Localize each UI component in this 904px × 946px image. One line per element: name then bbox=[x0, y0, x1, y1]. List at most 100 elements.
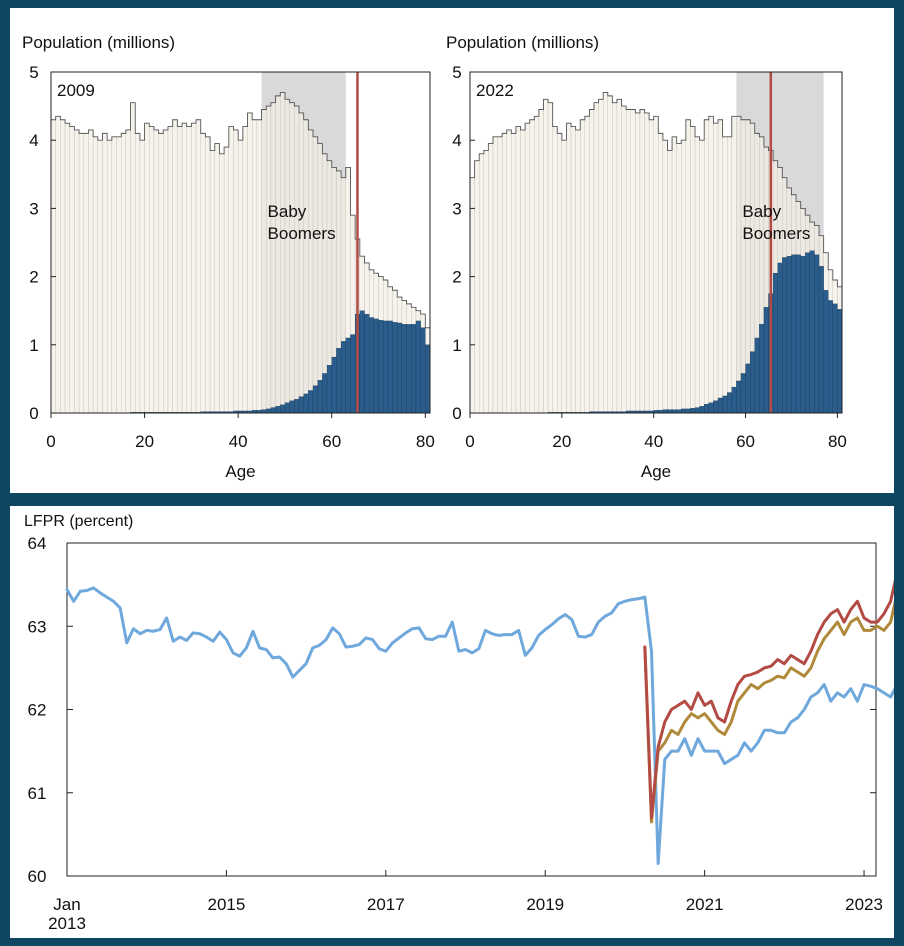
population-bar bbox=[55, 116, 61, 414]
population-bar bbox=[69, 126, 75, 414]
population-bar bbox=[694, 136, 700, 414]
retired-bar bbox=[411, 324, 417, 414]
lfpr-panel: 60 61 62 63 64 Jan 2013 2015 2017 2019 2021 2023 LFP… bbox=[10, 506, 894, 938]
retired-bar bbox=[345, 337, 351, 414]
population-bar bbox=[172, 119, 178, 414]
population-bar bbox=[616, 99, 622, 414]
retired-bar bbox=[280, 404, 286, 414]
x-tick-label: 60 bbox=[736, 432, 755, 451]
population-bar bbox=[524, 122, 530, 414]
x-tick-label: 80 bbox=[828, 432, 847, 451]
population-bar bbox=[648, 119, 654, 414]
retired-bar bbox=[736, 380, 742, 414]
population-bar bbox=[106, 139, 113, 414]
population-bar bbox=[205, 136, 211, 414]
y-tick-label: 3 bbox=[452, 199, 461, 218]
retired-bar bbox=[823, 290, 829, 414]
retired-bar bbox=[359, 310, 365, 414]
y-axis-title: Population (millions) bbox=[22, 33, 175, 52]
retired-bar bbox=[303, 393, 309, 414]
retired-bar bbox=[704, 403, 709, 414]
population-bar bbox=[97, 139, 103, 414]
population-bar bbox=[580, 119, 586, 414]
population-bar bbox=[602, 92, 608, 414]
population-bar bbox=[740, 119, 746, 414]
retired-bar bbox=[795, 254, 801, 414]
population-bar bbox=[233, 129, 239, 414]
histogram-2009: 0 1 2 3 4 5 0 20 40 60 80 Population (millions) Age 2… bbox=[22, 33, 435, 481]
retired-bar bbox=[749, 351, 755, 414]
population-bar bbox=[676, 143, 682, 414]
retired-bar bbox=[312, 385, 318, 414]
population-bar bbox=[515, 126, 521, 414]
retired-bar bbox=[731, 386, 737, 414]
population-bar bbox=[158, 133, 164, 414]
population-bar bbox=[635, 112, 641, 414]
x-tick-label: 20 bbox=[135, 432, 154, 451]
x-tick-label: 80 bbox=[416, 432, 435, 451]
population-bar bbox=[699, 139, 705, 414]
population-bar bbox=[520, 129, 526, 414]
y-tick-label: 3 bbox=[29, 199, 38, 218]
y-tick-label: 0 bbox=[452, 404, 461, 423]
population-bar bbox=[501, 133, 507, 414]
population-bar bbox=[200, 133, 206, 414]
retired-bar bbox=[667, 409, 673, 414]
x-tick-label: 60 bbox=[322, 432, 341, 451]
retired-bar bbox=[786, 255, 792, 414]
y-tick-label: 2 bbox=[29, 268, 38, 287]
population-bar bbox=[139, 139, 145, 414]
population-bar bbox=[483, 150, 489, 414]
population-bar bbox=[167, 126, 173, 414]
population-bar bbox=[191, 122, 197, 414]
population-bar bbox=[671, 136, 677, 414]
retired-bar bbox=[772, 273, 778, 414]
retired-bar bbox=[284, 402, 290, 414]
population-bar bbox=[713, 122, 719, 414]
population-bar bbox=[92, 136, 98, 414]
y-tick-label: 4 bbox=[29, 131, 38, 150]
x-tick-label: 40 bbox=[229, 432, 248, 451]
population-bar bbox=[135, 133, 141, 414]
y-tick-label: 63 bbox=[28, 617, 47, 636]
population-bar bbox=[625, 109, 631, 414]
population-bar bbox=[529, 119, 535, 414]
retired-bar bbox=[791, 254, 797, 414]
x-axis-title: Age bbox=[641, 462, 671, 481]
age-distribution-panel: 0 1 2 3 4 5 0 20 40 60 80 Population (millions) Age 2… bbox=[10, 8, 894, 493]
population-bar bbox=[630, 109, 636, 414]
retired-bar bbox=[800, 255, 806, 414]
population-bar bbox=[667, 150, 673, 414]
population-bar bbox=[557, 133, 563, 414]
population-bar bbox=[294, 105, 300, 414]
population-bar bbox=[731, 116, 737, 414]
series-line-red bbox=[643, 579, 894, 820]
retired-bar bbox=[420, 327, 426, 414]
retired-bar bbox=[699, 406, 705, 414]
retired-bar bbox=[782, 257, 788, 414]
retired-bar bbox=[415, 320, 421, 414]
retired-bar bbox=[294, 399, 300, 414]
population-bar bbox=[242, 126, 248, 414]
population-bar bbox=[662, 139, 668, 414]
population-bar bbox=[125, 129, 131, 414]
population-bar bbox=[552, 126, 558, 414]
x-tick-label-year: 2013 bbox=[48, 914, 86, 933]
y-tick-label: 62 bbox=[28, 701, 47, 720]
retired-bar bbox=[406, 324, 412, 414]
x-tick-label: 2015 bbox=[207, 895, 245, 914]
population-bar bbox=[644, 112, 650, 414]
population-bar bbox=[50, 119, 56, 414]
population-bar bbox=[74, 129, 80, 414]
population-bar bbox=[247, 112, 253, 414]
retired-bar bbox=[322, 373, 328, 414]
population-bar bbox=[589, 109, 595, 414]
population-bar bbox=[256, 119, 262, 414]
retired-bar bbox=[805, 252, 811, 414]
retired-bar bbox=[336, 348, 342, 414]
population-bar bbox=[658, 133, 664, 414]
retired-bar bbox=[745, 363, 751, 414]
retired-bar bbox=[759, 324, 765, 414]
retired-bar bbox=[270, 407, 276, 414]
